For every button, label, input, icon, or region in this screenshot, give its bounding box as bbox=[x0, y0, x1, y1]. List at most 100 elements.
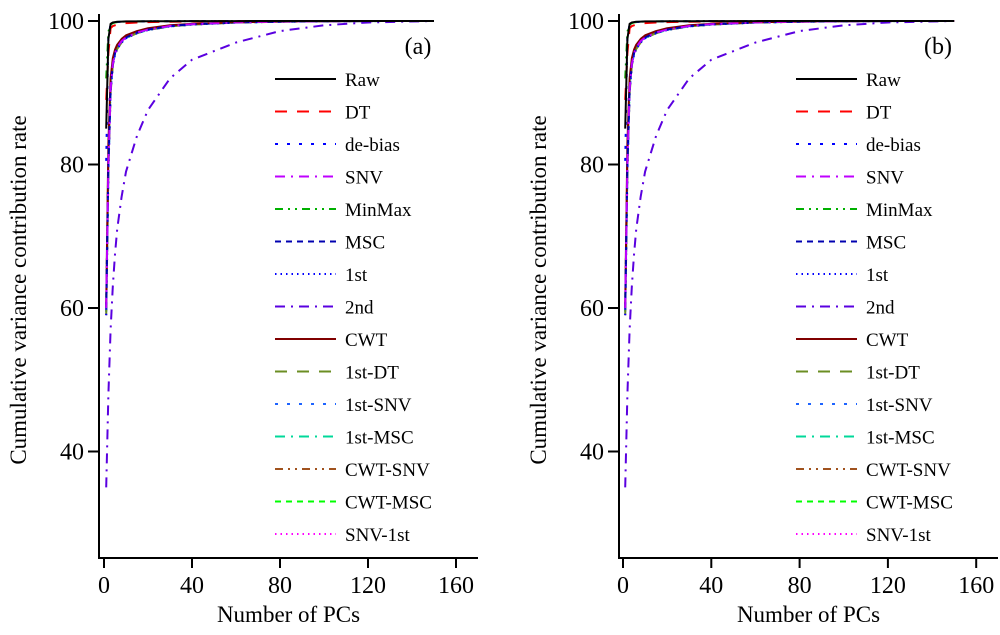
panel-a: 40 60 80 100 0 40 80 120 160 Number of PCs Cumulat… bbox=[6, 9, 478, 627]
legend-label: SNV-1st bbox=[866, 525, 931, 546]
y-tick-label: 100 bbox=[48, 9, 84, 35]
legend-item: Raw bbox=[796, 70, 901, 91]
legend-item: SNV bbox=[796, 168, 904, 189]
legend-item: Raw bbox=[275, 70, 380, 91]
legend-label: 1st-MSC bbox=[866, 428, 935, 449]
legend-label: CWT-SNV bbox=[866, 460, 951, 481]
legend-label: CWT bbox=[345, 330, 388, 351]
legend-label: 2nd bbox=[345, 298, 374, 319]
x-tick-label: 0 bbox=[98, 573, 110, 599]
legend-item: de-bias bbox=[275, 135, 400, 156]
legend-item: SNV-1st bbox=[275, 525, 410, 546]
legend-label: SNV bbox=[345, 168, 383, 189]
legend-item: CWT-MSC bbox=[275, 493, 432, 514]
panel-label: (a) bbox=[405, 34, 432, 60]
legend-label: 1st-DT bbox=[345, 363, 399, 384]
legend-label: MSC bbox=[345, 233, 385, 254]
y-axis-title: Cumulative variance contribution rate bbox=[6, 115, 31, 464]
series-line-cwt-snv bbox=[105, 20, 434, 309]
legend-item: 2nd bbox=[796, 298, 895, 319]
legend-item: CWT bbox=[275, 330, 388, 351]
legend-item: 1st-SNV bbox=[796, 395, 933, 416]
x-tick-label: 40 bbox=[180, 573, 204, 599]
legend-label: 2nd bbox=[866, 298, 895, 319]
legend-item: SNV bbox=[275, 168, 383, 189]
x-tick-label: 120 bbox=[870, 573, 906, 599]
legend-item: CWT-SNV bbox=[275, 460, 430, 481]
legend-label: de-bias bbox=[866, 135, 921, 156]
series-line-dt bbox=[105, 20, 434, 100]
legend-item: 1st-MSC bbox=[275, 428, 414, 449]
legend-label: CWT bbox=[866, 330, 909, 351]
legend-label: Raw bbox=[866, 70, 901, 91]
y-tick-label: 60 bbox=[580, 296, 604, 322]
legend-label: MSC bbox=[866, 233, 906, 254]
legend-label: 1st-SNV bbox=[866, 395, 933, 416]
legend-item: MSC bbox=[796, 233, 906, 254]
y-tick-label: 80 bbox=[580, 153, 604, 179]
x-tick-label: 80 bbox=[788, 573, 812, 599]
legend-label: 1st-DT bbox=[866, 363, 920, 384]
x-axis-title: Number of PCs bbox=[217, 602, 360, 627]
legend-item: CWT bbox=[796, 330, 909, 351]
y-tick-label: 80 bbox=[60, 153, 84, 179]
legend-label: 1st bbox=[866, 265, 889, 286]
series-line-dt bbox=[624, 20, 955, 100]
x-tick-label: 160 bbox=[438, 573, 474, 599]
legend-item: 2nd bbox=[275, 298, 374, 319]
x-tick-label: 40 bbox=[699, 573, 723, 599]
series-line-raw bbox=[105, 20, 434, 129]
y-tick-label: 60 bbox=[60, 296, 84, 322]
legend-item: SNV-1st bbox=[796, 525, 931, 546]
series-line-cwt-msc bbox=[624, 20, 955, 309]
legend-item: 1st-DT bbox=[275, 363, 399, 384]
series-line-cwt bbox=[624, 20, 955, 305]
legend-item: de-bias bbox=[796, 135, 921, 156]
series-line-msc bbox=[624, 20, 955, 309]
legend-item: CWT-MSC bbox=[796, 493, 953, 514]
series-line-1st-msc bbox=[105, 20, 435, 312]
legend-item: DT bbox=[275, 103, 371, 124]
legend-label: SNV bbox=[866, 168, 904, 189]
x-tick-label: 160 bbox=[958, 573, 994, 599]
legend: Raw DT de-bias SNV MinMax MSC 1st 2nd CWT 1st-DT 1… bbox=[275, 70, 432, 546]
series-line-snv bbox=[105, 20, 434, 309]
legend-label: CWT-SNV bbox=[345, 460, 430, 481]
x-tick-label: 120 bbox=[350, 573, 386, 599]
legend-item: CWT-SNV bbox=[796, 460, 951, 481]
legend-label: 1st bbox=[345, 265, 368, 286]
y-tick-label: 100 bbox=[568, 9, 604, 35]
legend-label: DT bbox=[866, 103, 892, 124]
series-line-1st-dt bbox=[105, 20, 435, 316]
legend-item: 1st-DT bbox=[796, 363, 920, 384]
series-line-msc bbox=[105, 20, 434, 309]
legend-label: MinMax bbox=[866, 200, 933, 221]
series-line-snv-1st bbox=[105, 20, 435, 316]
panel-b: 40 60 80 100 0 40 80 120 160 Number of PCs Cumulat… bbox=[526, 9, 998, 627]
series-line-cwt bbox=[105, 20, 434, 305]
series-line-cwt-msc bbox=[105, 20, 434, 309]
legend-item: 1st-SNV bbox=[275, 395, 412, 416]
series-line-1st-dt bbox=[624, 20, 955, 316]
series-line-1st-snv bbox=[624, 20, 955, 312]
legend-label: MinMax bbox=[345, 200, 412, 221]
series-line-snv bbox=[624, 20, 955, 309]
series-line-1st-msc bbox=[624, 20, 955, 312]
x-tick-label: 0 bbox=[617, 573, 629, 599]
legend-label: DT bbox=[345, 103, 371, 124]
x-tick-label: 80 bbox=[268, 573, 292, 599]
legend-item: 1st-MSC bbox=[796, 428, 935, 449]
y-tick-label: 40 bbox=[580, 440, 604, 466]
legend-item: MSC bbox=[275, 233, 385, 254]
legend-label: SNV-1st bbox=[345, 525, 410, 546]
legend-label: 1st-MSC bbox=[345, 428, 414, 449]
series-line-2nd bbox=[624, 20, 955, 488]
legend-item: DT bbox=[796, 103, 892, 124]
legend-item: 1st bbox=[796, 265, 889, 286]
series-line-cwt-snv bbox=[624, 20, 955, 309]
series-line-snv-1st bbox=[624, 20, 955, 316]
legend: Raw DT de-bias SNV MinMax MSC 1st 2nd CWT 1st-DT 1… bbox=[796, 70, 953, 546]
legend-label: Raw bbox=[345, 70, 380, 91]
y-axis-title: Cumulative variance contribution rate bbox=[526, 115, 551, 464]
series-line-2nd bbox=[105, 20, 435, 488]
